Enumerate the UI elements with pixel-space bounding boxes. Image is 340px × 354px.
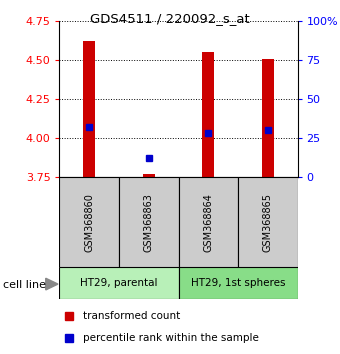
Text: GSM368863: GSM368863 <box>144 193 154 252</box>
Text: transformed count: transformed count <box>83 311 181 321</box>
Bar <box>59 267 178 299</box>
Bar <box>238 177 298 267</box>
Bar <box>202 52 214 177</box>
Bar <box>83 41 95 177</box>
Bar <box>178 267 298 299</box>
Bar <box>119 177 178 267</box>
Text: HT29, parental: HT29, parental <box>80 278 158 288</box>
Text: HT29, 1st spheres: HT29, 1st spheres <box>191 278 285 288</box>
Bar <box>262 59 274 177</box>
Text: GDS4511 / 220092_s_at: GDS4511 / 220092_s_at <box>90 12 250 25</box>
Text: GSM368864: GSM368864 <box>203 193 213 252</box>
Polygon shape <box>46 278 58 290</box>
Text: GSM368860: GSM368860 <box>84 193 94 252</box>
Bar <box>143 174 155 177</box>
Bar <box>59 177 119 267</box>
Text: GSM368865: GSM368865 <box>263 193 273 252</box>
Bar <box>178 177 238 267</box>
Text: percentile rank within the sample: percentile rank within the sample <box>83 332 259 343</box>
Text: cell line: cell line <box>3 280 46 290</box>
